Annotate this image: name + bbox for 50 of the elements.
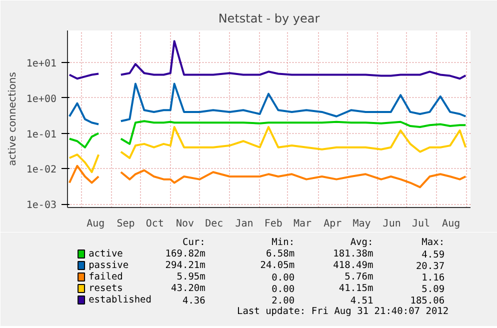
text: 4.36: [182, 296, 206, 306]
text: Avg:: [350, 237, 374, 248]
y-tick-label: 1e-02: [26, 164, 57, 176]
x-tick-label: Aug: [442, 218, 460, 230]
x-tick-label: Oct: [146, 218, 164, 230]
text: 294.21m: [165, 260, 206, 271]
text: 169.82m: [165, 248, 206, 260]
x-tick-label: Sep: [116, 218, 135, 230]
text: Cur:: [182, 237, 206, 248]
text: 0.00: [272, 284, 295, 295]
x-tick-label: Nov: [176, 218, 194, 230]
x-tick-label: Jun: [382, 218, 401, 230]
text: 185.06: [410, 296, 445, 306]
legend-label: passive: [88, 260, 129, 271]
x-tick-label: Mar: [293, 218, 312, 230]
text: Min:: [272, 237, 295, 248]
legend-label: active: [88, 248, 124, 260]
legend-label: failed: [88, 272, 123, 282]
x-tick-label: Jul: [412, 218, 430, 230]
y-tick-label: 1e+00: [26, 94, 57, 105]
x-tick-label: Jan: [235, 218, 254, 230]
text: Max:: [422, 237, 445, 248]
x-tick-label: Aug: [86, 218, 105, 230]
text: 2.00: [272, 296, 295, 306]
y-tick-label: 1e-01: [26, 129, 57, 140]
y-axis-title: active connections: [7, 72, 18, 166]
x-tick-label: Dec: [205, 218, 224, 230]
text: 4.51: [350, 296, 374, 306]
x-tick-label: Feb: [264, 218, 282, 230]
x-tick-label: May: [352, 218, 371, 230]
legend-label: established: [88, 294, 152, 306]
y-tick-label: 1e-03: [26, 200, 57, 212]
text: 41.15m: [338, 283, 374, 294]
text: 418.49m: [333, 260, 374, 271]
text: Last update: Fri Aug 31 21:40:07 2012: [236, 306, 449, 317]
text: 6.58m: [266, 248, 295, 260]
text: 24.05m: [260, 260, 295, 271]
text: 5.76m: [344, 272, 374, 282]
text: 181.38m: [333, 248, 374, 260]
text: 5.95m: [176, 272, 206, 282]
text: 43.20m: [171, 283, 206, 294]
legend-label: resets: [88, 283, 123, 294]
y-tick-label: 1e+01: [26, 58, 57, 70]
x-tick-label: Apr: [324, 218, 342, 230]
text: 5.09: [422, 284, 445, 295]
text: 20.37: [416, 261, 445, 272]
text: 4.59: [422, 250, 445, 260]
text: 1.16: [422, 272, 445, 284]
chart-title: Netstat - by year: [218, 12, 320, 26]
text: 0.00: [272, 272, 295, 284]
